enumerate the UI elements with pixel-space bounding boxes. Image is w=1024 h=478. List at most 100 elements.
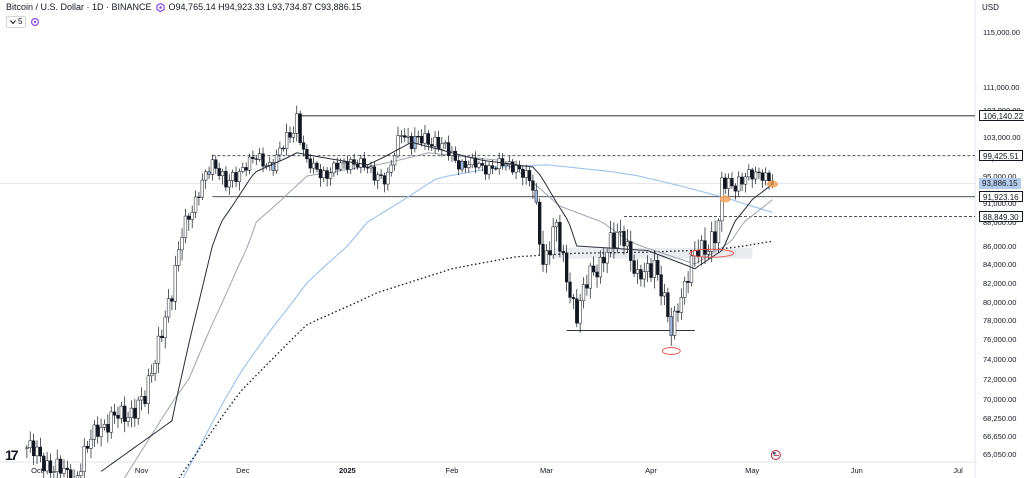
symbol-title[interactable]: Bitcoin / U.S. Dollar · 1D · BINANCE xyxy=(6,2,152,12)
candle xyxy=(490,165,495,169)
candle xyxy=(62,467,66,474)
candle xyxy=(193,196,198,213)
price-level-badge: 93,886.15 xyxy=(979,178,1021,190)
y-tick-label: 72,000.00 xyxy=(983,375,1016,384)
candle xyxy=(156,335,161,364)
candle xyxy=(767,172,771,182)
candle xyxy=(446,142,451,156)
candle xyxy=(376,174,380,181)
candle xyxy=(271,162,275,171)
candle xyxy=(706,251,711,255)
candle xyxy=(392,155,397,166)
candle xyxy=(146,375,150,404)
candle xyxy=(82,445,86,472)
candle xyxy=(92,424,97,440)
candle xyxy=(210,159,215,175)
candle xyxy=(200,179,204,198)
candle xyxy=(284,132,289,149)
candle xyxy=(28,440,32,449)
annotation-ellipse xyxy=(767,180,778,188)
candle xyxy=(369,166,373,169)
y-tick-label: 68,250.00 xyxy=(983,414,1016,423)
candle xyxy=(318,169,323,179)
x-tick-label: Mar xyxy=(540,466,553,475)
y-tick-label: 70,000.00 xyxy=(983,395,1016,404)
candle xyxy=(166,298,171,318)
x-tick-label: Dec xyxy=(236,466,250,475)
candle xyxy=(139,395,144,401)
candle xyxy=(308,158,312,169)
candle xyxy=(160,335,164,339)
indicator-toggle-button[interactable]: 5 xyxy=(6,16,27,28)
candle xyxy=(423,133,427,144)
y-tick-label: 91,000.00 xyxy=(983,199,1016,208)
candle xyxy=(551,226,555,255)
candle xyxy=(558,221,562,252)
candle xyxy=(524,170,528,178)
candle xyxy=(254,158,258,160)
candle xyxy=(591,265,596,273)
candle xyxy=(65,467,70,470)
y-tick-label: 88,000.00 xyxy=(983,218,1016,227)
currency-button[interactable]: USD xyxy=(982,3,999,12)
candle xyxy=(190,212,194,220)
ohlc-values: O94,765.14 H94,923.33 L93,734.87 C93,886… xyxy=(168,2,362,12)
candle xyxy=(571,297,576,300)
candle xyxy=(79,471,83,476)
candle xyxy=(669,316,673,336)
candle xyxy=(177,249,181,266)
y-tick-label: 115,000.00 xyxy=(983,28,1020,37)
candle xyxy=(45,460,49,472)
candle xyxy=(38,446,43,457)
candle xyxy=(237,171,242,183)
x-tick-label: Oct xyxy=(31,466,44,475)
candle xyxy=(497,158,501,169)
candle xyxy=(639,269,643,280)
candle xyxy=(511,161,515,173)
candle xyxy=(379,174,383,176)
candle xyxy=(521,168,525,178)
x-tick-label: Feb xyxy=(445,466,458,475)
candle xyxy=(703,240,707,255)
candle xyxy=(443,142,447,145)
candle xyxy=(31,440,36,457)
candle xyxy=(403,135,407,138)
candle xyxy=(440,143,444,150)
x-tick-label: Jun xyxy=(851,466,863,475)
candle xyxy=(683,280,687,298)
candle xyxy=(298,113,302,143)
candle xyxy=(679,297,684,313)
candle xyxy=(605,251,609,264)
candle xyxy=(588,265,592,289)
candle xyxy=(251,156,255,159)
candle xyxy=(345,161,350,170)
candle xyxy=(362,158,366,168)
candle xyxy=(112,411,117,416)
candle xyxy=(25,447,29,449)
candle xyxy=(642,271,646,280)
candle xyxy=(123,405,127,422)
settings-icon[interactable] xyxy=(30,17,40,27)
ma-fast-line xyxy=(100,141,773,472)
candle xyxy=(494,168,498,170)
candle xyxy=(740,176,744,185)
x-tick-label: 2025 xyxy=(339,466,356,475)
candle xyxy=(581,284,586,302)
y-tick-label: 82,000.00 xyxy=(983,279,1016,288)
candle xyxy=(565,252,569,283)
candle xyxy=(89,438,93,449)
candle xyxy=(575,298,579,324)
candle xyxy=(733,185,737,192)
candle xyxy=(652,260,657,278)
candle xyxy=(541,243,545,265)
candle xyxy=(645,263,650,272)
candle xyxy=(244,167,248,171)
candle xyxy=(335,162,339,170)
candle xyxy=(129,407,134,418)
candle xyxy=(585,284,589,289)
candle xyxy=(460,161,464,170)
candle xyxy=(247,156,252,171)
candle xyxy=(538,201,542,245)
candle xyxy=(747,169,751,178)
